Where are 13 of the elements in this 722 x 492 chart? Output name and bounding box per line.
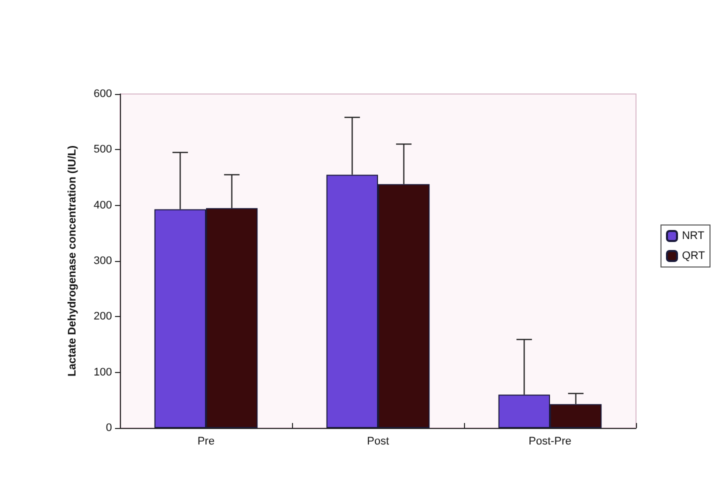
y-tick-label: 200 [94, 310, 112, 323]
legend-label: NRT [682, 230, 705, 242]
y-tick-label: 300 [94, 255, 112, 267]
y-tick-label: 500 [94, 144, 112, 156]
y-tick-label: 600 [94, 88, 112, 100]
y-tick-label: 100 [94, 366, 112, 378]
y-axis-title: Lactate Dehydrogenase concentration (IU/L) [66, 145, 78, 377]
x-tick-label: Post [366, 436, 390, 448]
y-tick-label: 400 [94, 199, 112, 212]
y-tick-label: 0 [106, 422, 112, 434]
legend-label: QRT [682, 250, 706, 262]
x-tick-label: Post-Pre [528, 436, 572, 448]
x-tick-label: Pre [197, 436, 215, 448]
